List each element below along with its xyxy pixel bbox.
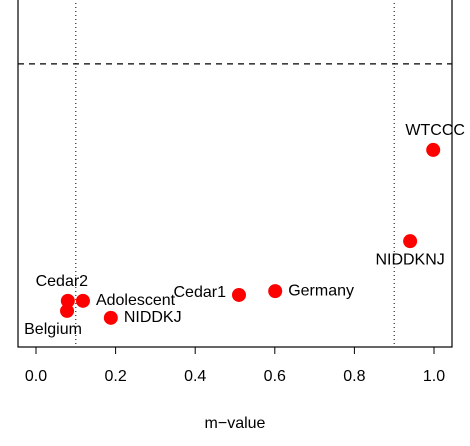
- point: [403, 234, 418, 249]
- point: [60, 303, 75, 318]
- x-tick-label: 0.6: [264, 368, 286, 385]
- point-label: Belgium: [24, 321, 82, 338]
- x-tick-label: 0.4: [184, 368, 206, 385]
- x-tick-label: 1.0: [423, 368, 445, 385]
- point: [268, 284, 283, 299]
- point-label: NIDDKJ: [124, 309, 182, 326]
- point-label: NIDDKNJ: [375, 251, 444, 268]
- point-label: WTCCC: [405, 122, 465, 139]
- point: [60, 293, 75, 308]
- x-tick-label: 0.0: [25, 368, 47, 385]
- point: [103, 310, 118, 325]
- x-tick-label: 0.2: [104, 368, 126, 385]
- point: [75, 293, 90, 308]
- point: [231, 287, 246, 302]
- point-label: Germany: [288, 282, 354, 299]
- x-tick-label: 0.8: [343, 368, 365, 385]
- point: [426, 142, 441, 157]
- x-axis-label: m−value: [205, 415, 266, 432]
- point-label: Cedar2: [36, 273, 89, 290]
- point-label: Adolescent: [96, 292, 176, 309]
- point-label: Cedar1: [173, 284, 226, 301]
